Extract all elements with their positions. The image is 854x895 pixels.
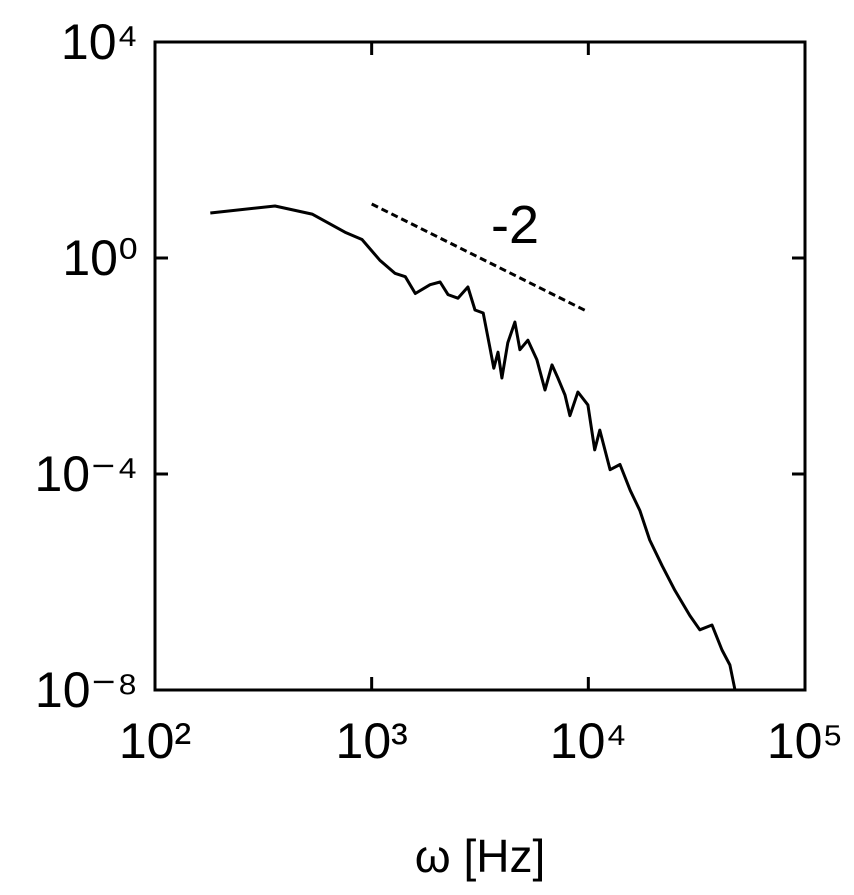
x-tick-label: 10⁵	[767, 713, 843, 769]
x-tick-label: 10²	[119, 713, 191, 769]
x-tick-label: 10⁴	[550, 713, 627, 769]
plot-frame	[153, 40, 807, 692]
data-line	[210, 204, 737, 691]
y-tick-label: 10⁻⁸	[35, 662, 138, 718]
y-tick-label: 10⁻⁴	[35, 446, 139, 502]
y-tick-label: 10⁰	[62, 230, 138, 286]
y-tick-label: 10⁴	[61, 14, 138, 70]
x-tick-label: 10³	[336, 713, 408, 769]
x-axis-label: ω [Hz]	[415, 830, 545, 882]
slope-annotation: -2	[491, 195, 539, 255]
reference-line	[371, 202, 589, 314]
